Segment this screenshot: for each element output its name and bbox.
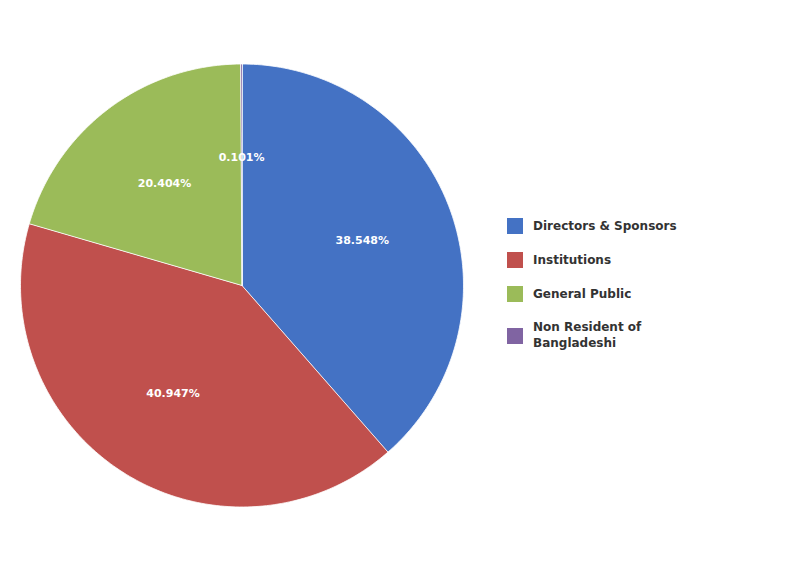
svg-text:0.101%: 0.101%: [219, 151, 265, 164]
html-text:Directors & Sponsors: Directors & Sponsors: [533, 218, 677, 233]
svg-text:20.404%: 20.404%: [138, 177, 191, 190]
html-text:General Public: General Public: [533, 286, 632, 301]
html-text:Non Resident of Bangladeshi: Non Resident of Bangladeshi: [533, 320, 642, 350]
svg-text:38.548%: 38.548%: [336, 234, 389, 247]
html-text:Institutions: Institutions: [533, 252, 612, 267]
svg-text:40.947%: 40.947%: [146, 387, 199, 400]
